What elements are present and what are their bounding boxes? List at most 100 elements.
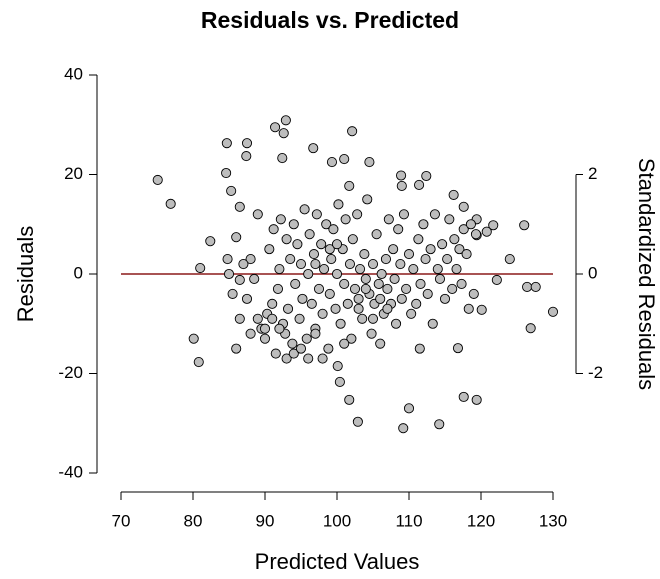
point [398,423,409,434]
point [465,219,476,230]
point [451,263,462,275]
point [364,157,375,168]
point [452,343,464,354]
x-tick-label: 100 [323,511,351,530]
point [504,254,515,265]
point [331,268,343,280]
point [310,328,321,339]
point [448,189,459,200]
point [252,313,263,324]
point [221,138,232,149]
point [388,244,399,255]
point [471,394,482,405]
x-tick-label: 120 [467,511,495,530]
point [354,263,366,275]
point [241,293,253,304]
point [324,288,335,299]
y-tick-label: 0 [74,263,83,282]
point [481,226,492,237]
point [393,224,404,235]
point [347,126,358,137]
point [371,229,382,240]
x-axis-label: Predicted Values [255,549,420,574]
point [347,234,358,245]
point [288,219,299,230]
point [352,209,363,220]
point [362,194,373,205]
point [328,224,339,235]
point [310,258,321,270]
x-tick-label: 90 [256,511,275,530]
point [456,278,467,290]
point [413,234,424,245]
point [231,343,242,354]
point [223,268,235,280]
point [285,254,296,265]
point [375,338,386,349]
point [330,303,341,314]
point [383,214,394,225]
point [454,244,465,255]
point [360,273,371,285]
point [468,288,479,299]
point [311,209,322,220]
point [427,318,438,329]
y-tick-label: 40 [64,64,83,83]
point [380,254,392,265]
point [360,283,371,294]
point [396,180,407,191]
point [375,293,386,304]
point [282,303,294,314]
point [292,239,303,250]
point [234,274,245,286]
point [245,254,256,265]
point [382,303,393,314]
point [299,204,310,215]
point [303,268,314,280]
point [366,328,377,339]
point [152,174,163,186]
point [390,318,402,329]
point [439,293,451,304]
point [463,303,474,314]
point [301,333,312,344]
y2-tick-label: -2 [588,363,603,382]
point [411,298,422,309]
point [519,220,530,231]
point [353,293,364,304]
point [344,180,355,191]
point [449,234,460,245]
point [395,258,406,270]
point [308,143,319,154]
point [275,214,286,225]
x-tick-label: 130 [539,511,567,530]
point [525,323,536,334]
y2-axis-label: Standardized Residuals [634,158,659,390]
y-axis-label: Residuals [13,226,38,323]
point [287,338,298,349]
point [344,258,356,270]
point [547,306,559,317]
point [317,308,328,319]
point [290,278,301,290]
point [349,283,361,294]
point [318,263,330,275]
point [264,244,275,255]
point [432,263,443,275]
point [249,273,260,285]
point [334,376,345,388]
point [353,303,364,314]
point [414,343,425,354]
point [280,115,291,126]
point [447,283,458,294]
point [245,328,256,339]
point [221,167,232,179]
point [267,313,278,324]
point [332,360,343,372]
point [357,313,368,324]
point [422,288,433,299]
point [288,348,299,359]
point [188,333,199,344]
point [476,304,487,315]
point [434,419,445,430]
